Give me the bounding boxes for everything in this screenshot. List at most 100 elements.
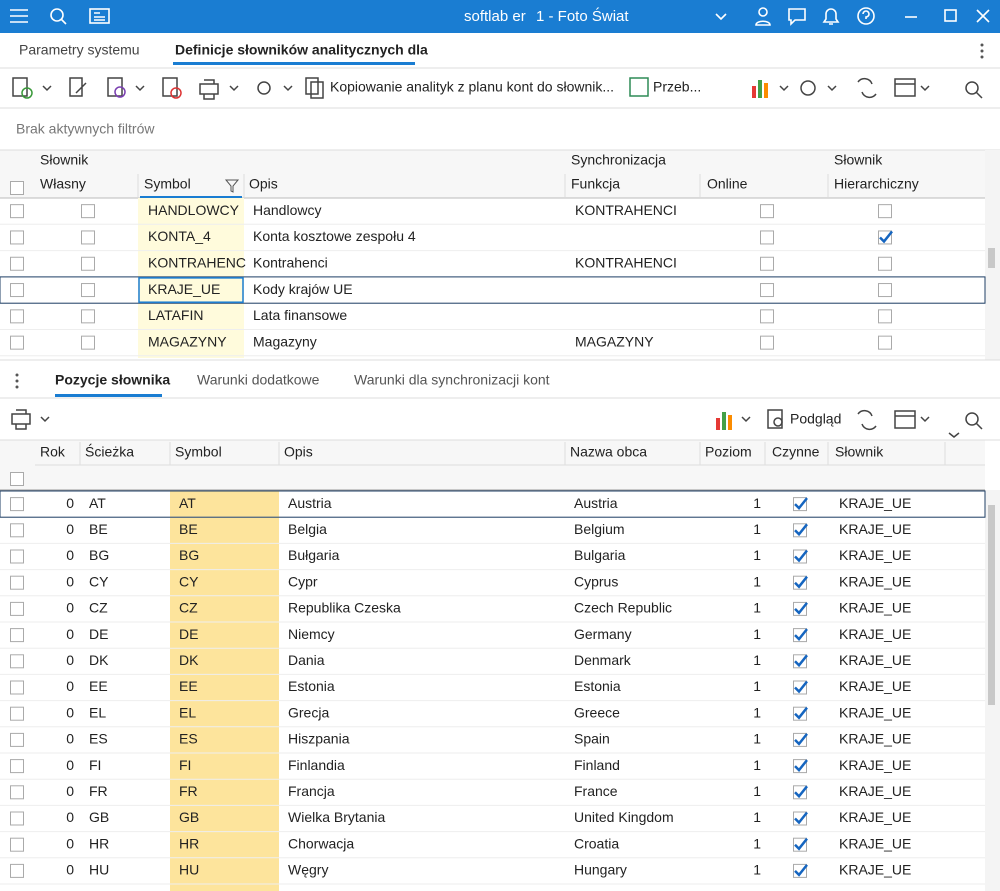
tab[interactable]: Warunki dla synchronizacji kont — [354, 372, 550, 388]
checkbox[interactable] — [878, 283, 892, 298]
more-menu[interactable] — [980, 43, 984, 59]
toolbar-icons[interactable] — [12, 77, 983, 100]
company-dropdown[interactable] — [715, 13, 727, 21]
cell: Bułgaria — [288, 547, 340, 563]
checkbox[interactable] — [81, 204, 95, 219]
checkbox[interactable] — [10, 309, 24, 324]
news-icon[interactable] — [89, 8, 110, 24]
checkbox[interactable] — [10, 549, 24, 564]
checkbox[interactable] — [760, 230, 774, 245]
chat-icon[interactable] — [788, 8, 806, 26]
checkbox[interactable] — [10, 256, 24, 271]
checkbox[interactable] — [10, 863, 24, 878]
cell: KRAJE_UE — [839, 783, 911, 799]
bell-icon[interactable] — [822, 8, 840, 25]
toolbar-button[interactable]: Podgląd — [790, 411, 841, 427]
toolbar-icons[interactable] — [11, 409, 983, 438]
column-header[interactable]: Hierarchiczny — [834, 176, 919, 192]
cell: Handlowcy — [253, 202, 321, 218]
cell: Croatia — [574, 835, 619, 851]
more-menu[interactable] — [15, 373, 19, 389]
help-icon[interactable] — [857, 7, 875, 25]
tab[interactable]: Parametry systemu — [19, 42, 140, 58]
checkbox[interactable] — [760, 283, 774, 298]
checkbox[interactable] — [10, 204, 24, 219]
user-icon[interactable] — [755, 7, 771, 26]
scroll-thumb[interactable] — [988, 248, 995, 268]
checkbox[interactable] — [10, 472, 24, 486]
checkbox[interactable] — [81, 335, 95, 350]
tab[interactable]: Warunki dodatkowe — [197, 372, 320, 388]
cell: Finlandia — [288, 757, 345, 773]
checkbox[interactable] — [10, 759, 24, 774]
checkbox[interactable] — [10, 575, 24, 590]
cell: Dania — [288, 652, 325, 668]
title-bar — [0, 0, 1000, 33]
focused-cell — [138, 277, 244, 303]
column-header[interactable]: Funkcja — [571, 176, 620, 192]
checkbox[interactable] — [10, 732, 24, 747]
checkbox[interactable] — [10, 335, 24, 350]
menu-icon[interactable] — [10, 9, 28, 23]
column-header[interactable]: Opis — [249, 176, 278, 192]
cell: Kontrahenci — [253, 254, 328, 270]
column-header[interactable]: Poziom — [705, 444, 752, 460]
close-button[interactable] — [976, 9, 990, 23]
cell: 0 — [66, 521, 74, 537]
checkbox[interactable] — [878, 335, 892, 350]
checkbox[interactable] — [10, 181, 24, 195]
checkbox[interactable] — [10, 523, 24, 538]
checkbox[interactable] — [760, 309, 774, 324]
checkbox[interactable] — [10, 837, 24, 852]
cell: 1 — [753, 757, 761, 773]
checkbox[interactable] — [10, 601, 24, 616]
column-header[interactable]: Słownik — [835, 444, 884, 460]
tab-active[interactable]: Definicje słowników analitycznych dla — [175, 42, 428, 58]
cell: DE — [89, 626, 108, 642]
checkbox[interactable] — [10, 706, 24, 721]
checkbox[interactable] — [10, 654, 24, 669]
checkbox[interactable] — [81, 256, 95, 271]
checkbox[interactable] — [760, 256, 774, 271]
checkbox[interactable] — [878, 309, 892, 324]
cell: GB — [179, 809, 199, 825]
checkbox[interactable] — [81, 309, 95, 324]
cell: KRAJE_UE — [839, 547, 911, 563]
column-header[interactable]: Nazwa obca — [570, 444, 647, 460]
column-header[interactable]: Rok — [40, 444, 66, 460]
filter-icon[interactable] — [224, 179, 240, 193]
checkbox[interactable] — [81, 283, 95, 298]
column-header[interactable]: Ścieżka — [85, 443, 134, 460]
checkbox[interactable] — [10, 283, 24, 298]
chart-icon[interactable] — [752, 80, 768, 98]
cell: 0 — [66, 835, 74, 851]
checkbox[interactable] — [760, 204, 774, 219]
cell: KRAJE_UE — [839, 678, 911, 694]
maximize-button[interactable] — [944, 9, 957, 22]
chart-icon[interactable] — [716, 412, 732, 430]
column-header[interactable]: Opis — [284, 444, 313, 460]
column-header[interactable]: Symbol — [144, 176, 191, 192]
checkbox[interactable] — [878, 204, 892, 219]
checkbox[interactable] — [10, 680, 24, 695]
toolbar-button[interactable]: Kopiowanie analityk z planu kont do słow… — [330, 79, 614, 95]
column-header[interactable]: Czynne — [772, 444, 820, 460]
tab-active[interactable]: Pozycje słownika — [55, 372, 170, 388]
checkbox[interactable] — [10, 811, 24, 826]
checkbox[interactable] — [760, 335, 774, 350]
cell: HU — [89, 862, 109, 878]
checkbox[interactable] — [10, 497, 24, 512]
checkbox[interactable] — [81, 230, 95, 245]
checkbox[interactable] — [878, 256, 892, 271]
toolbar-button[interactable]: Przeb... — [653, 79, 701, 95]
checkbox[interactable] — [10, 785, 24, 800]
checkbox[interactable] — [10, 230, 24, 245]
column-header[interactable]: Symbol — [175, 444, 222, 460]
search-icon[interactable] — [50, 8, 67, 25]
scroll-thumb[interactable] — [988, 505, 995, 705]
cell: KRAJE_UE — [839, 495, 911, 511]
column-header[interactable]: Własny — [40, 176, 86, 192]
column-header[interactable]: Online — [707, 176, 748, 192]
checkbox[interactable] — [10, 628, 24, 643]
cell: HU — [179, 862, 199, 878]
